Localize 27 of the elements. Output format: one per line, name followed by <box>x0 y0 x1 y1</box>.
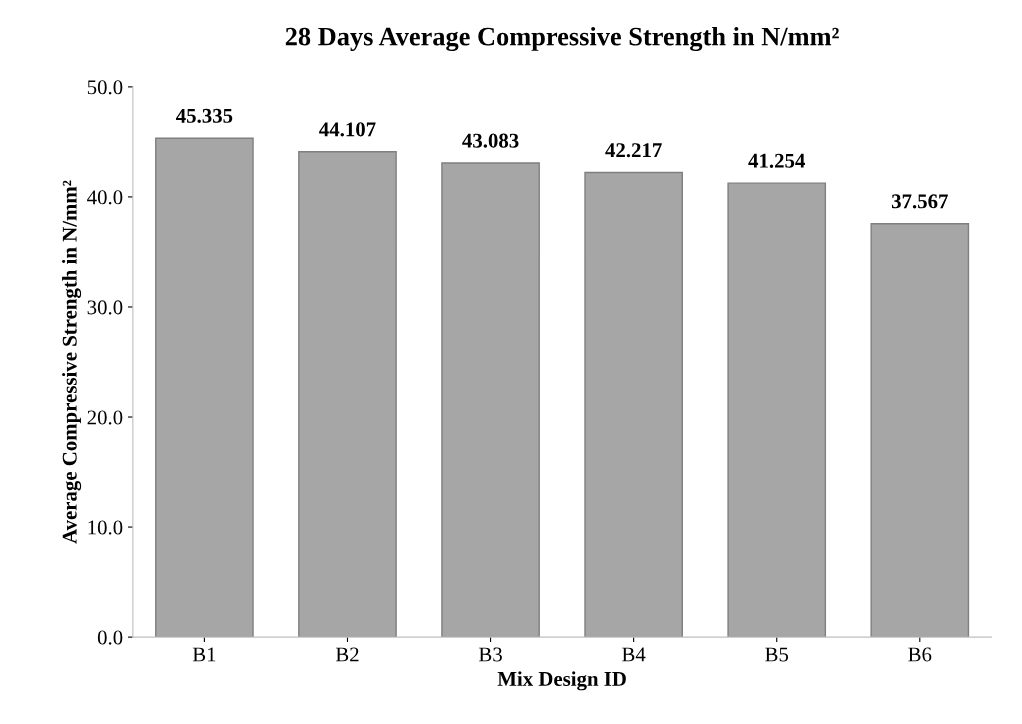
bar <box>298 151 397 638</box>
data-label: 41.254 <box>748 153 805 168</box>
x-tick-label: B3 <box>479 647 502 662</box>
bar <box>870 223 970 638</box>
x-tick-label: B2 <box>335 647 359 662</box>
x-tick-label: B1 <box>192 647 216 662</box>
data-label: 37.567 <box>891 194 948 209</box>
y-tick-label: 40.0 <box>87 190 123 205</box>
data-label: 45.335 <box>176 108 233 123</box>
y-tick-label: 20.0 <box>87 410 123 425</box>
y-tick-label: 0.0 <box>97 630 123 645</box>
bar <box>441 162 540 638</box>
x-tick-label: B6 <box>908 647 932 662</box>
y-axis-title: Average Compressive Strength in N/mm² <box>62 180 82 544</box>
bar <box>727 182 827 638</box>
chart-title: 28 Days Average Compressive Strength in N/mm² <box>285 26 839 52</box>
data-label: 42.217 <box>605 143 662 158</box>
bar <box>155 137 254 638</box>
y-tick-label: 50.0 <box>87 80 123 95</box>
x-tick-label: B5 <box>765 647 789 662</box>
x-axis-title: Mix Design ID <box>497 671 626 691</box>
y-tick-label: 10.0 <box>88 520 123 535</box>
x-tick-label: B4 <box>622 647 646 662</box>
bar <box>584 171 683 638</box>
data-label: 44.107 <box>319 122 376 137</box>
y-tick-label: 30.0 <box>87 300 123 315</box>
data-label: 43.083 <box>462 133 519 148</box>
